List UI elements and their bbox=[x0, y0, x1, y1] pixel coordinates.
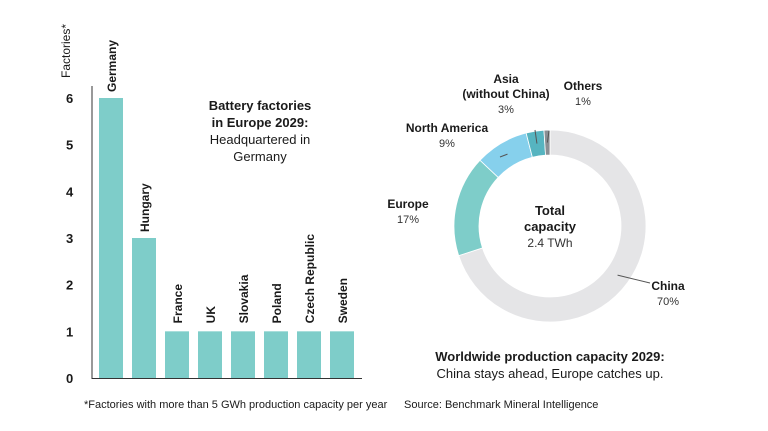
slice-leader-line bbox=[534, 129, 538, 144]
bar bbox=[297, 331, 321, 378]
category-label: Poland bbox=[270, 283, 284, 323]
slice-name-label-line2: (without China) bbox=[462, 87, 549, 101]
slice-value-label: 17% bbox=[397, 214, 419, 226]
slice-name-label: Europe bbox=[387, 197, 429, 211]
donut-caption: Worldwide production capacity 2029: Chin… bbox=[420, 348, 680, 382]
bar-chart-title: Battery factories bbox=[208, 98, 312, 113]
category-label: Slovakia bbox=[237, 274, 251, 323]
slice-leader-line bbox=[546, 130, 550, 143]
y-axis-label: Factories* bbox=[59, 24, 73, 78]
source-note: Source: Benchmark Mineral Intelligence bbox=[404, 399, 599, 411]
y-tick-label: 0 bbox=[66, 371, 73, 386]
category-label: Hungary bbox=[138, 183, 152, 232]
donut-center-value: 2.4 TWh bbox=[527, 236, 573, 250]
bar-chart-title-line2: in Europe 2029: bbox=[211, 115, 309, 130]
donut-center-title-line2: capacity bbox=[523, 219, 577, 234]
y-tick-label: 5 bbox=[66, 138, 73, 153]
bar bbox=[132, 238, 156, 378]
slice-value-label: 70% bbox=[657, 296, 679, 308]
donut-center-label: Total capacity 2.4 TWh bbox=[500, 203, 600, 251]
donut-caption-title: Worldwide production capacity 2029: bbox=[435, 349, 665, 364]
slice-name-label: North America bbox=[406, 121, 489, 135]
category-label: Germany bbox=[105, 40, 119, 92]
slice-value-label: 1% bbox=[575, 96, 591, 108]
y-tick-label: 4 bbox=[66, 184, 74, 199]
y-tick-label: 2 bbox=[66, 278, 73, 293]
bar bbox=[330, 331, 354, 378]
slice-value-label: 9% bbox=[439, 138, 455, 150]
donut-chart: China 70% Europe 17% North America 9% Asia(wit… bbox=[387, 72, 685, 323]
y-tick-label: 1 bbox=[66, 324, 73, 339]
bar bbox=[99, 98, 123, 378]
category-label: Sweden bbox=[336, 278, 350, 323]
donut-caption-subtitle: China stays ahead, Europe catches up. bbox=[436, 366, 664, 381]
donut-slice bbox=[458, 129, 647, 323]
bar bbox=[264, 331, 288, 378]
slice-leader-line bbox=[499, 153, 508, 158]
bar-chart-subtitle: Headquartered in bbox=[209, 132, 311, 147]
slice-leader-line bbox=[617, 274, 651, 284]
slice-value-label: 3% bbox=[498, 104, 514, 116]
donut-slice bbox=[453, 159, 499, 257]
footnote: *Factories with more than 5 GWh producti… bbox=[84, 399, 388, 411]
bar-chart: Factories* 0 1 2 3 4 5 6 Germany Hungary France UK S… bbox=[59, 24, 362, 386]
bar bbox=[198, 331, 222, 378]
slice-name-label: China bbox=[651, 279, 685, 293]
bar-chart-title-block: Battery factories in Europe 2029: Headqu… bbox=[190, 97, 330, 165]
bar bbox=[231, 331, 255, 378]
bar-chart-subtitle-line2: Germany bbox=[233, 149, 287, 164]
category-label: France bbox=[171, 284, 185, 324]
slice-name-label: Others bbox=[564, 79, 603, 93]
y-tick-label: 3 bbox=[66, 231, 73, 246]
category-label: UK bbox=[204, 306, 218, 324]
y-tick-label: 6 bbox=[66, 91, 73, 106]
category-label: Czech Republic bbox=[303, 234, 317, 324]
donut-center-title-line1: Total bbox=[534, 203, 566, 218]
bar bbox=[165, 331, 189, 378]
slice-name-label: Asia bbox=[493, 72, 519, 86]
